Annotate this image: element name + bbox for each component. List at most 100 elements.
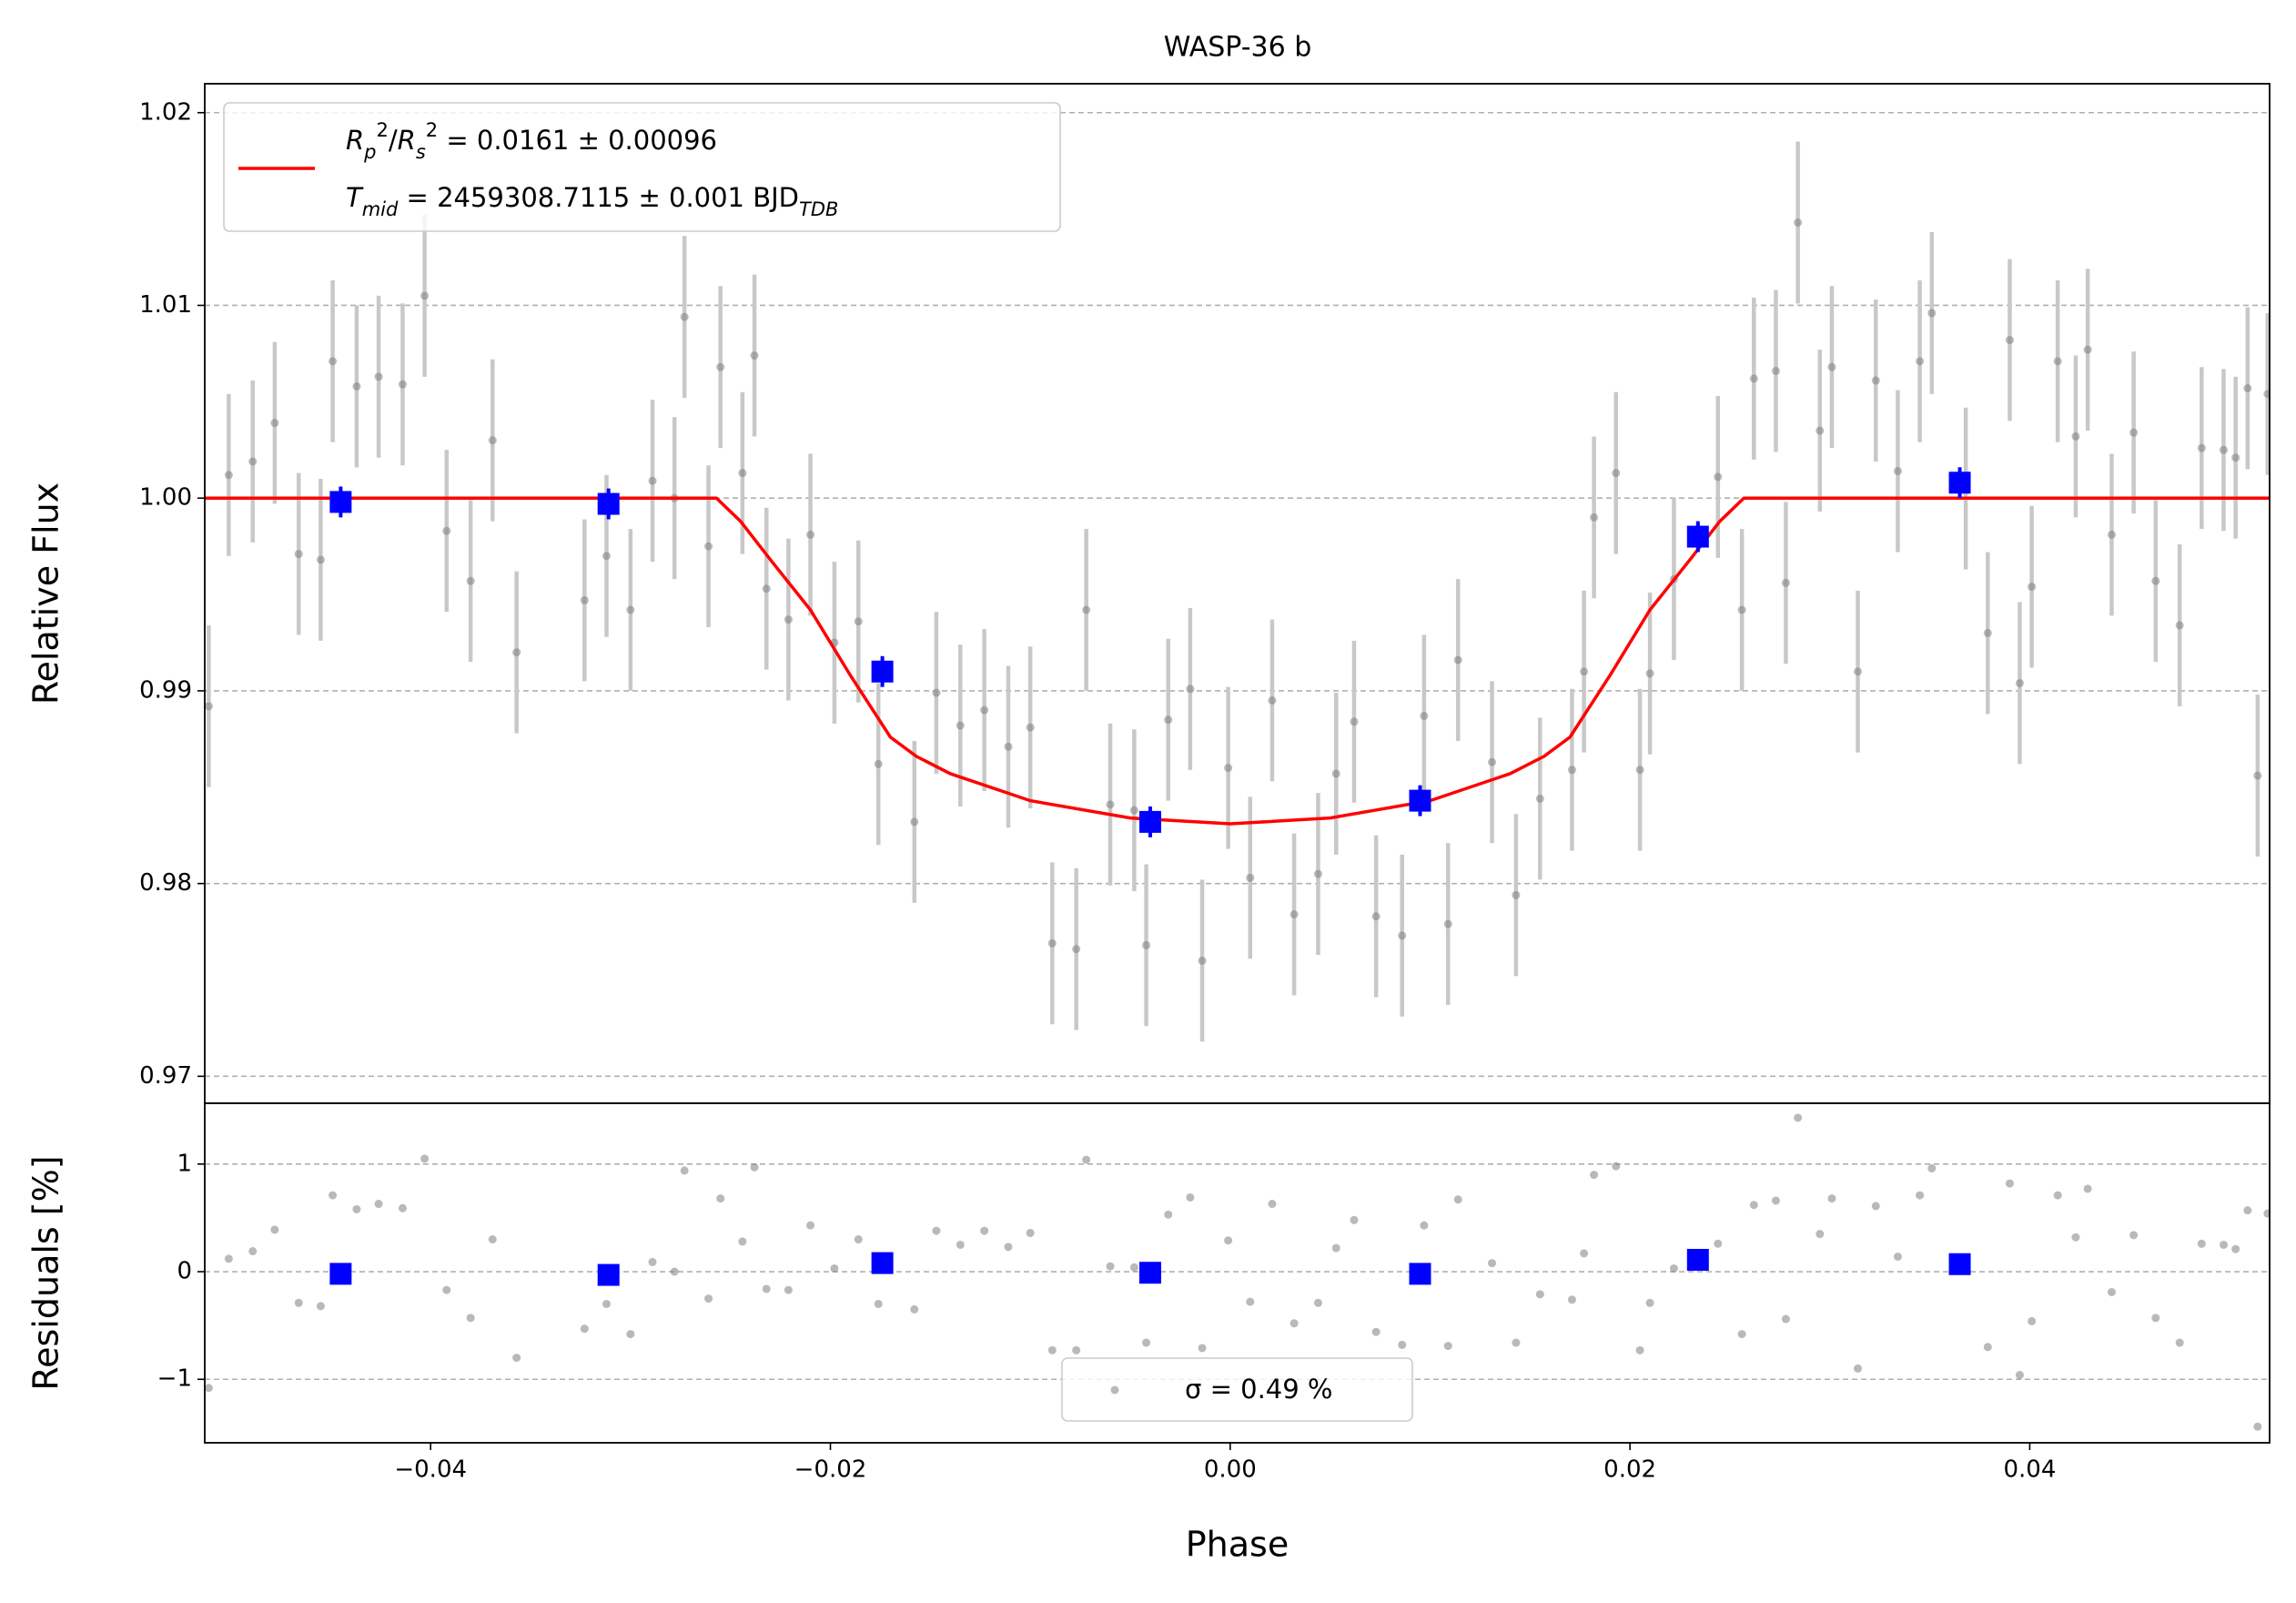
data-point [398,380,407,389]
data-point [1350,717,1359,726]
data-point [1246,873,1255,882]
data-point [1612,1162,1621,1171]
data-point [1927,309,1937,318]
binned-point [1138,1262,1161,1284]
data-point [1331,1243,1340,1253]
data-point [1781,578,1790,587]
data-point [1871,376,1880,385]
binned-point [871,660,894,683]
y-tick-label: 1.01 [139,291,192,319]
data-point [762,584,771,594]
binned-point [1948,1253,1971,1275]
y-tick-label: −1 [157,1365,192,1393]
data-point [248,457,258,466]
data-point [1072,945,1081,954]
data-point [1645,1298,1654,1307]
data-point [2151,1314,2160,1323]
data-point [1771,1196,1780,1205]
data-point [1488,757,1497,766]
data-point [248,1247,258,1256]
data-point [1567,766,1576,775]
data-point [1198,1344,1207,1353]
data-point [294,550,303,559]
data-point [806,1221,815,1230]
x-tick-label: 0.02 [1603,1456,1656,1484]
data-point [1567,1295,1576,1304]
data-point [466,576,475,585]
data-point [2107,1287,2116,1296]
binned-point [329,491,352,513]
data-point [1290,910,1299,919]
data-point [1645,669,1654,678]
data-point [750,1162,759,1172]
data-point [910,1304,919,1314]
data-point [2129,1231,2139,1240]
data-point [1590,512,1599,522]
data-point [420,1154,430,1163]
data-point [2151,576,2160,585]
data-point [1714,472,1723,482]
data-point [1771,366,1780,375]
x-axis-label: Phase [1186,1525,1289,1565]
data-point [1026,1228,1035,1237]
data-point [512,648,521,657]
data-point [1794,218,1803,227]
data-point [205,1384,213,1393]
data-point [1082,605,1091,614]
legend-marker [1110,1385,1119,1395]
data-point [2219,445,2228,454]
data-point [1816,426,1825,435]
data-point [704,542,713,551]
data-point [626,1330,635,1339]
y-tick-label: 0.98 [139,869,192,897]
data-point [1488,1259,1497,1268]
data-point [602,1299,611,1308]
data-point [224,1254,233,1263]
legend-text-part: TDB [799,198,838,220]
data-point [1927,1164,1937,1173]
data-point [1198,956,1207,965]
legend-text-part: = 0.0161 ± 0.00096 [438,125,717,156]
data-point [1313,1298,1322,1307]
data-point [2197,1239,2206,1248]
data-point [1026,723,1035,732]
legend-text-part: 2 [426,119,438,141]
data-point [980,705,989,715]
data-point [1142,940,1151,949]
data-point [1072,1345,1081,1354]
data-point [442,526,451,535]
data-point [670,1267,679,1276]
data-point [2053,357,2062,366]
data-point [329,357,338,366]
data-point [329,1191,338,1200]
data-point [932,688,941,697]
data-point [294,1298,303,1307]
binned-point [871,1252,894,1274]
legend-text-part: / [389,125,398,156]
data-point [854,1235,863,1244]
data-point [1398,931,1407,940]
data-point [784,1285,793,1294]
data-point [1313,869,1322,878]
data-point [2231,453,2240,462]
data-point [1749,374,1758,383]
data-point [420,291,430,300]
x-tick-label: 0.04 [2003,1456,2056,1484]
data-point [626,605,635,614]
legend-text-part: R [398,125,416,156]
data-point [488,1235,497,1244]
data-point [980,1226,989,1235]
data-point [1580,1249,1589,1258]
data-point [1827,1194,1836,1203]
binned-point [329,1263,352,1285]
legend-box [1061,1357,1413,1422]
binned-point [1409,1263,1431,1285]
data-point [1290,1319,1299,1328]
data-point [1512,890,1521,899]
data-point [1714,1239,1723,1248]
data-point [762,1284,771,1294]
binned-point [1409,789,1431,812]
data-point [1420,711,1429,720]
y-tick-label: 1.02 [139,98,192,126]
data-point [830,1263,839,1273]
